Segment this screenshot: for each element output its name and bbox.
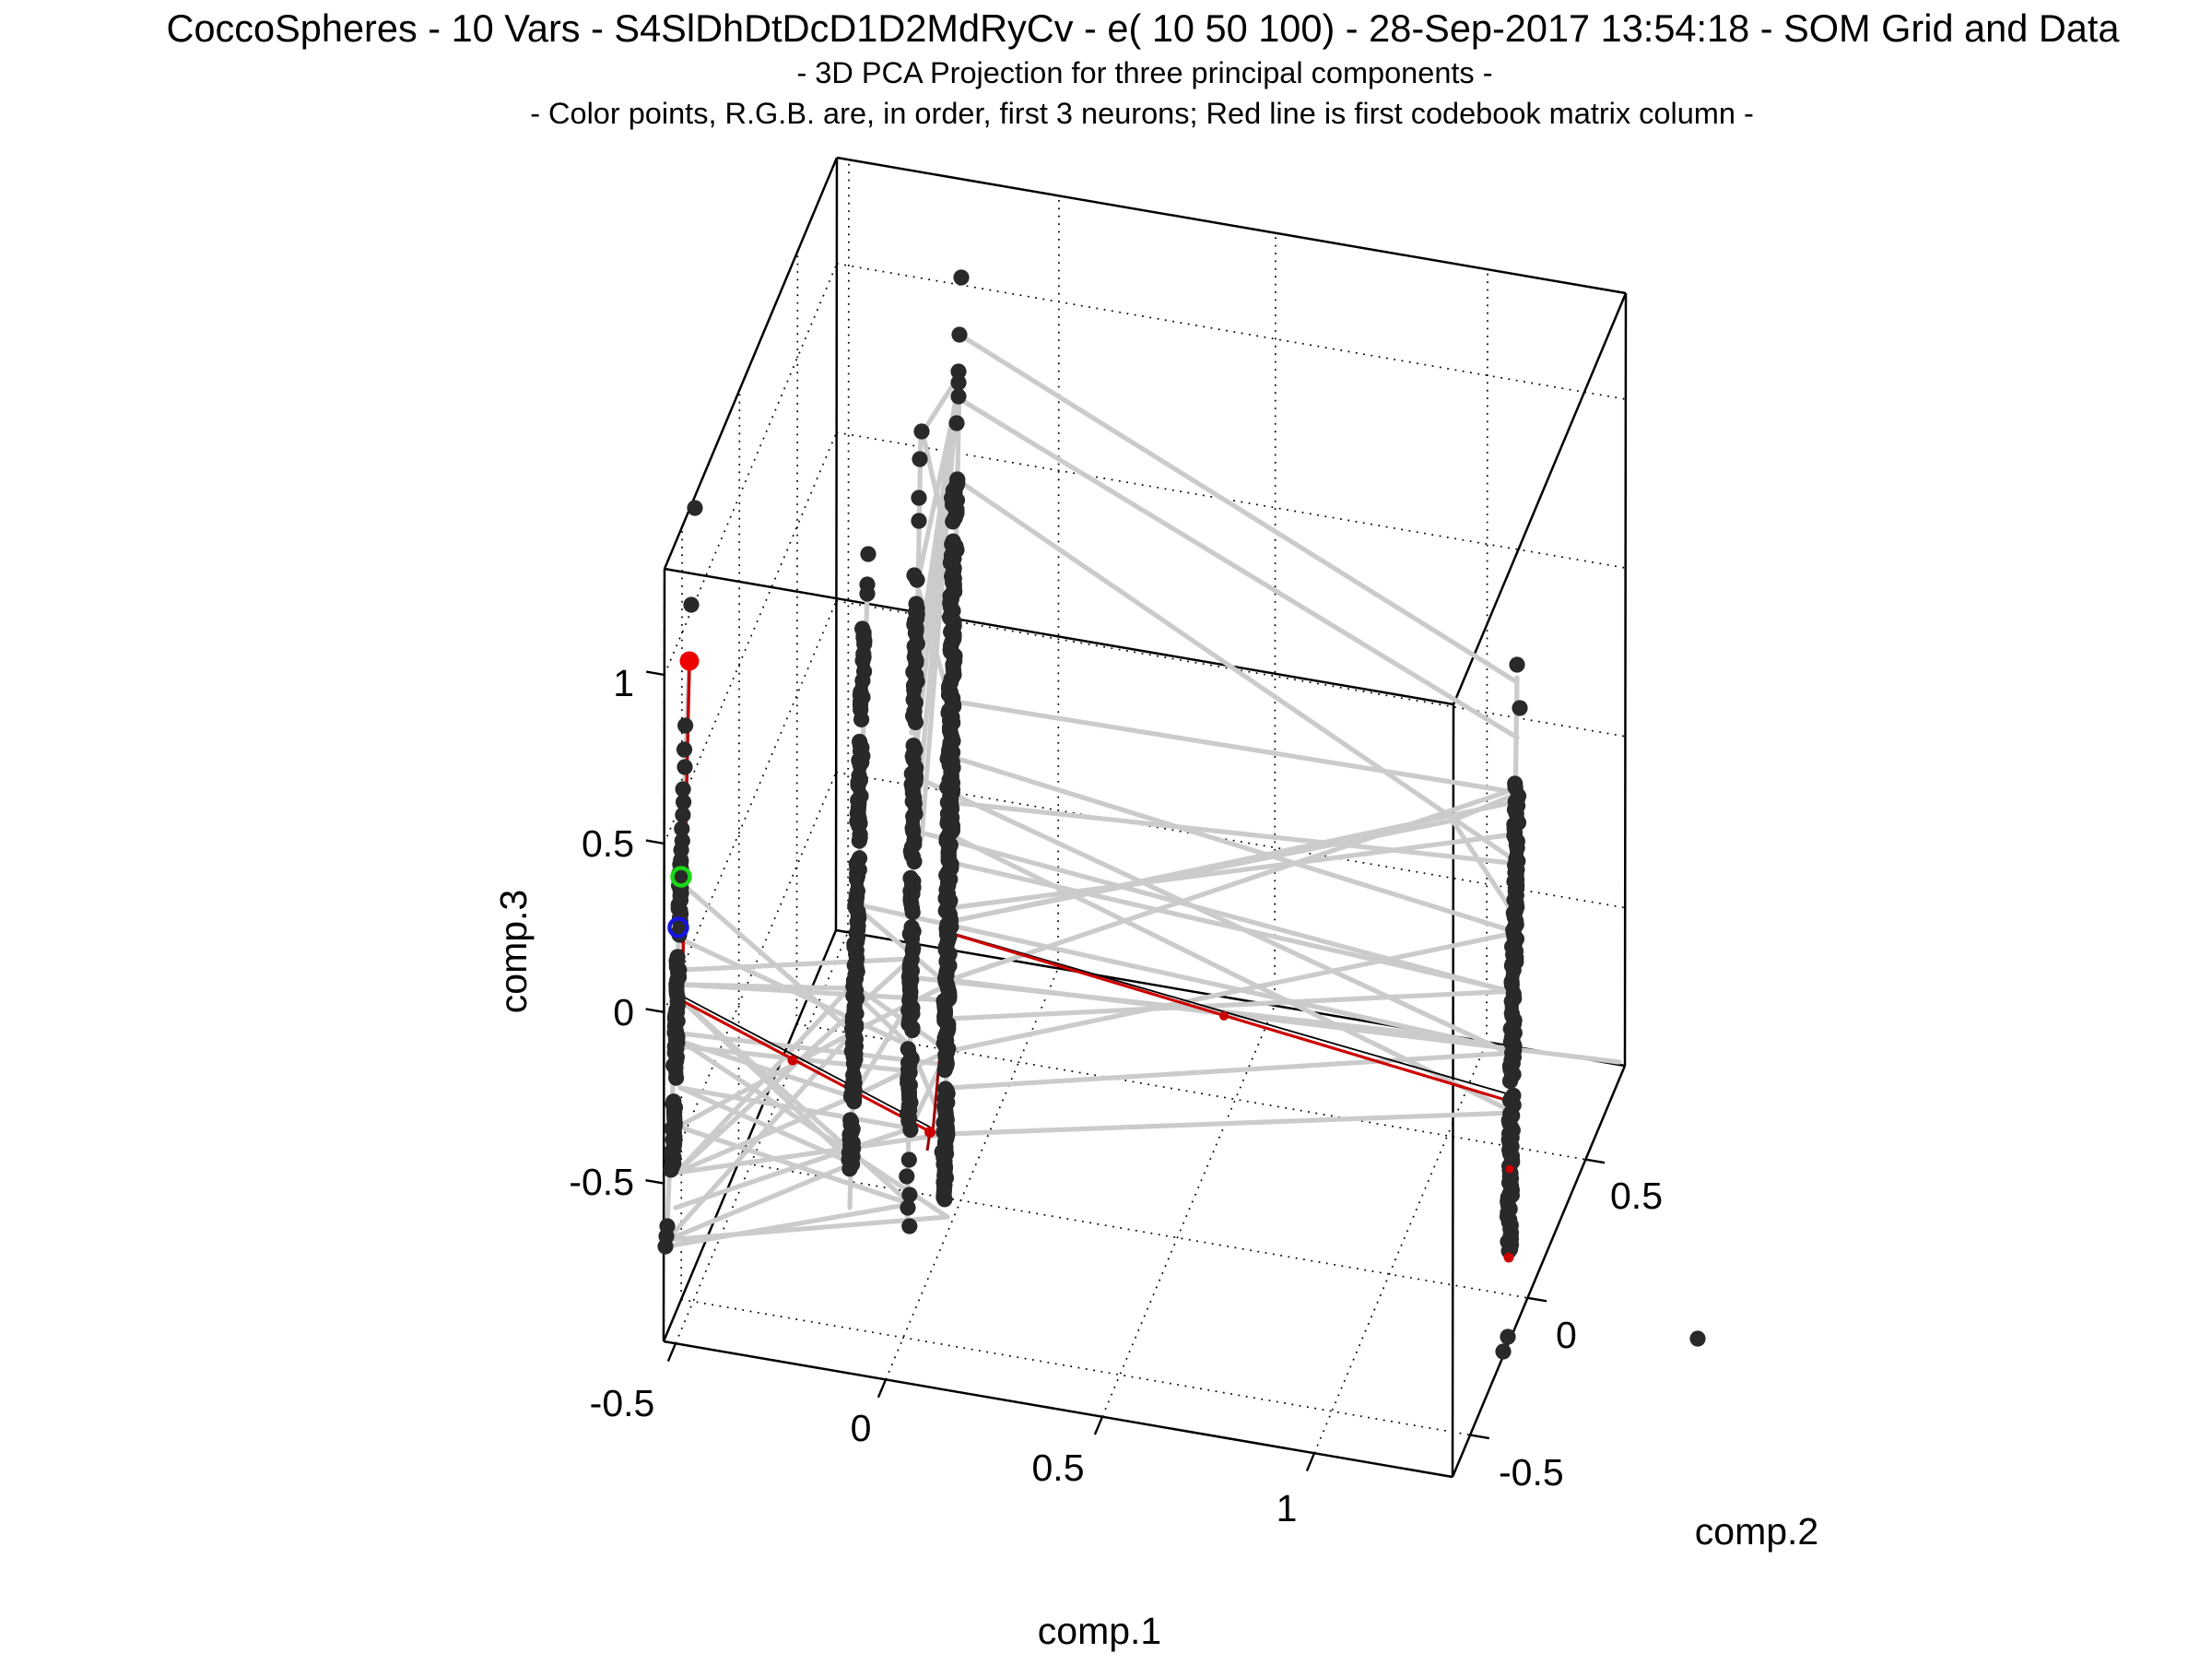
svg-text:1: 1 [1277, 1487, 1298, 1529]
svg-text:comp.2: comp.2 [1695, 1510, 1818, 1553]
svg-text:0.5: 0.5 [1610, 1175, 1663, 1217]
svg-text:comp.1: comp.1 [1038, 1610, 1161, 1652]
svg-text:1: 1 [613, 662, 634, 704]
svg-text:0: 0 [1556, 1314, 1577, 1356]
svg-text:0.5: 0.5 [582, 822, 634, 865]
svg-text:CoccoSpheres - 10 Vars - S4SlD: CoccoSpheres - 10 Vars - S4SlDhDtDcD1D2M… [167, 6, 2121, 50]
svg-text:comp.3: comp.3 [492, 890, 535, 1013]
svg-text:-0.5: -0.5 [569, 1161, 634, 1203]
svg-text:0: 0 [613, 991, 634, 1033]
svg-text:0.5: 0.5 [1032, 1447, 1085, 1489]
svg-text:0: 0 [851, 1407, 872, 1449]
svg-text:- Color points, R.G.B. are, in: - Color points, R.G.B. are, in order, fi… [530, 97, 1754, 130]
svg-text:- 3D PCA Projection for three: - 3D PCA Projection for three principal … [796, 56, 1492, 89]
svg-text:-0.5: -0.5 [1499, 1451, 1564, 1494]
svg-text:-0.5: -0.5 [590, 1382, 655, 1424]
